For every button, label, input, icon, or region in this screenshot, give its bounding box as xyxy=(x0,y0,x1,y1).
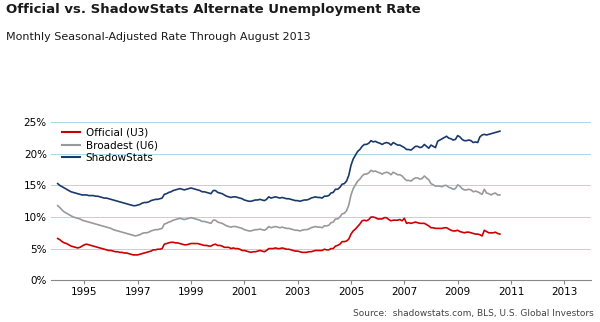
Text: Official vs. ShadowStats Alternate Unemployment Rate: Official vs. ShadowStats Alternate Unemp… xyxy=(6,3,421,16)
Legend: Official (U3), Broadest (U6), ShadowStats: Official (U3), Broadest (U6), ShadowStat… xyxy=(62,128,158,163)
Text: Source:  shadowstats.com, BLS, U.S. Global Investors: Source: shadowstats.com, BLS, U.S. Globa… xyxy=(353,309,594,318)
Text: Monthly Seasonal-Adjusted Rate Through August 2013: Monthly Seasonal-Adjusted Rate Through A… xyxy=(6,32,311,42)
